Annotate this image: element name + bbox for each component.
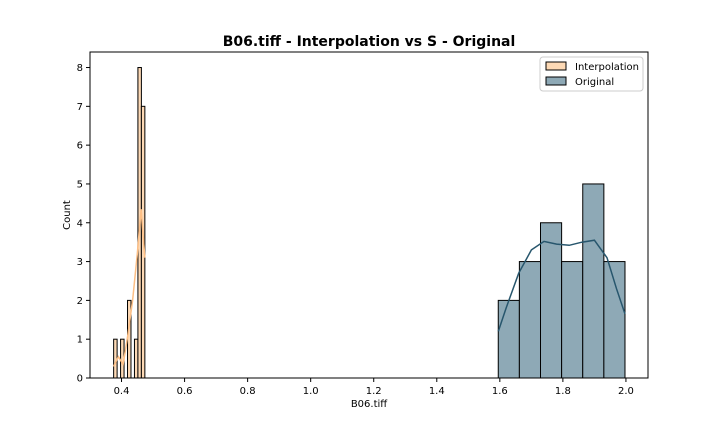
x-tick-label: 0.6	[177, 386, 193, 397]
y-tick-label: 6	[77, 141, 83, 152]
y-tick-label: 1	[77, 335, 83, 346]
x-tick-label: 0.8	[240, 386, 256, 397]
legend-swatch	[545, 61, 567, 71]
axes-frame	[89, 51, 649, 379]
y-tick-label: 3	[77, 257, 83, 268]
y-tick-label: 0	[77, 374, 83, 385]
y-axis-label: Count	[62, 200, 73, 230]
y-tick-label: 5	[77, 179, 83, 190]
histogram-bar	[603, 261, 626, 379]
legend-swatch	[545, 76, 567, 86]
x-tick-label: 1.4	[429, 386, 445, 397]
legend-label: Original	[575, 77, 614, 88]
x-tick-label: 1.8	[555, 386, 571, 397]
histogram-bar	[113, 338, 118, 379]
y-tick-label: 7	[77, 102, 83, 113]
y-tick-label: 8	[77, 63, 83, 74]
kde-line	[112, 209, 146, 367]
histogram-bar	[497, 299, 520, 379]
x-axis: 0.4 0.6 0.8 1.0 1.2 1.4 1.6 1.8 2.0	[114, 378, 634, 397]
histogram-bar	[133, 338, 139, 379]
y-tick-label: 4	[77, 218, 83, 229]
chart-title: B06.tiff - Interpolation vs S - Original	[223, 34, 516, 50]
histogram-bar	[518, 261, 541, 379]
x-tick-label: 1.6	[492, 386, 508, 397]
y-axis: 0 1 2 3 4 5 6 7 8	[77, 63, 90, 385]
legend: Interpolation Original	[539, 56, 644, 92]
x-tick-label: 1.0	[303, 386, 319, 397]
x-tick-label: 2.0	[618, 386, 634, 397]
kde-line	[497, 239, 626, 332]
x-tick-label: 0.4	[114, 386, 130, 397]
histogram-bar	[561, 261, 584, 379]
histogram-bar	[582, 183, 605, 379]
x-axis-label: B06.tiff	[351, 399, 388, 410]
histogram-bar	[539, 222, 563, 379]
legend-label: Interpolation	[575, 62, 639, 73]
x-tick-label: 1.2	[366, 386, 382, 397]
y-tick-label: 2	[77, 296, 83, 307]
